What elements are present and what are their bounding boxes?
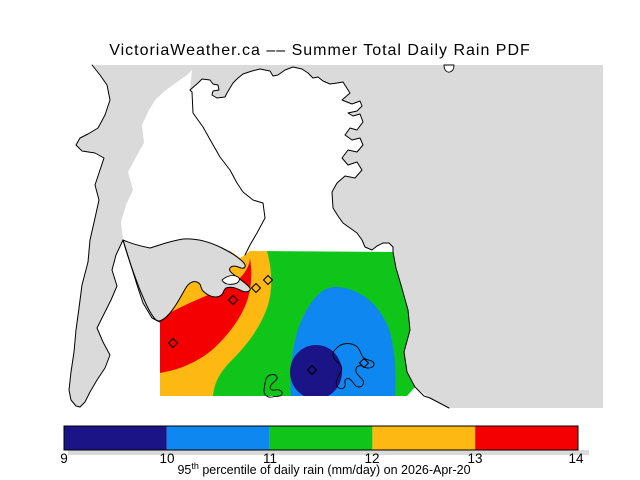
lake-outline-east	[332, 343, 375, 390]
station-markers	[167, 274, 370, 376]
coastline-peninsula	[189, 66, 394, 256]
colorbar-tick-9: 9	[60, 451, 68, 466]
caption-superscript: th	[191, 461, 199, 471]
land-southwest	[80, 240, 160, 408]
colorbar-shadow	[68, 450, 589, 455]
water-harbour	[122, 238, 251, 322]
coastline-inlet	[68, 64, 161, 408]
colorbar-caption: 95th percentile of daily rain (mm/day) o…	[177, 461, 470, 477]
station-diamond-icon	[306, 364, 318, 376]
colorbar-segment-13-14	[475, 426, 578, 450]
station-diamond-icon	[167, 337, 179, 349]
colorbar-tick-11: 11	[263, 451, 277, 466]
colorbar-segment-10-11	[166, 426, 270, 450]
colorbar: 9 10 11 12 13 14 95th percentile of dail…	[60, 425, 589, 477]
colorbar-tick-14: 14	[568, 451, 584, 466]
land-peninsula	[190, 67, 393, 255]
land-harbour-spit	[221, 275, 240, 285]
station-diamond-icon	[262, 274, 274, 286]
station-diamond-icon	[250, 282, 262, 294]
contour-band-9-10	[290, 345, 342, 396]
colorbar-tick-12: 12	[364, 451, 379, 466]
colorbar-tick-13: 13	[467, 451, 482, 466]
colorbar-segment-12-13	[372, 426, 476, 450]
caption-base: 95	[177, 463, 191, 477]
land-islet	[443, 64, 455, 73]
lake-outline-west	[263, 374, 283, 398]
caption-rest: percentile of daily rain (mm/day) on 202…	[199, 463, 471, 477]
colorbar-segment-11-12	[269, 426, 373, 450]
station-diamond-icon	[227, 294, 239, 306]
land-west-shore	[0, 65, 110, 408]
land-highlands-strip	[121, 70, 265, 258]
colorbar-segment-9-10	[64, 426, 167, 450]
coastline-east-shore	[392, 251, 450, 409]
colorbar-tick-10: 10	[159, 451, 174, 466]
colorbar-border	[63, 425, 579, 451]
land-south-strip	[160, 387, 449, 408]
station-diamond-icon	[358, 357, 370, 369]
page-title: VictoriaWeather.ca –– Summer Total Daily…	[109, 42, 531, 59]
